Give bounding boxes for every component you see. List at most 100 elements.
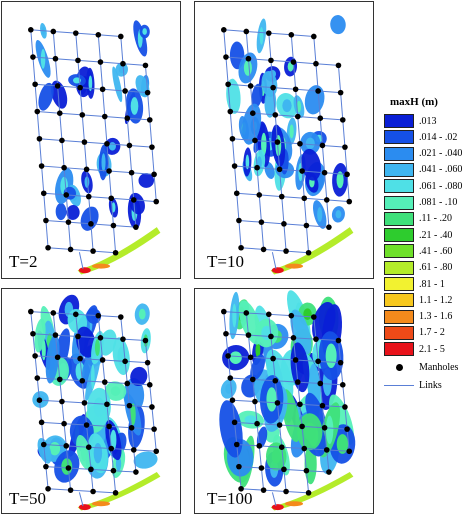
manhole (59, 137, 65, 144)
manhole (236, 463, 242, 470)
network-link (326, 199, 350, 203)
manhole-symbol (384, 361, 414, 375)
manhole (32, 81, 38, 88)
network-link (34, 84, 38, 112)
manhole (283, 248, 289, 254)
network-link (65, 194, 69, 223)
network-link (301, 170, 305, 199)
flood-area (265, 349, 294, 403)
manhole (112, 490, 119, 496)
manhole (229, 397, 236, 403)
network-link (99, 337, 104, 361)
flood-area (330, 15, 346, 35)
network-link (303, 198, 307, 226)
manhole (258, 219, 265, 225)
network-link (279, 169, 283, 197)
network-link (236, 444, 240, 467)
network-link (250, 357, 254, 380)
manhole (118, 314, 124, 320)
network-link (86, 425, 90, 448)
flood-area-core (130, 403, 136, 426)
deep-flood-spot (92, 501, 110, 507)
manhole (247, 354, 254, 361)
manhole (297, 401, 303, 408)
legend-swatch (384, 244, 414, 259)
flood-area (251, 83, 263, 108)
manhole (45, 244, 51, 251)
network-link (38, 400, 43, 423)
manhole (99, 86, 106, 93)
network-link (258, 445, 262, 469)
manhole (335, 62, 342, 69)
network-link (322, 144, 345, 148)
network-link (133, 199, 137, 228)
legend-entry-manholes: Manholes (384, 361, 458, 375)
legend-entry: 2.1 - 5 (384, 342, 445, 357)
legend-label: .021 - .040 (419, 148, 463, 160)
manhole (30, 54, 36, 60)
network-link (225, 57, 229, 85)
network-link (34, 355, 38, 379)
network-link (326, 449, 350, 452)
network-link (238, 220, 242, 248)
network-link (223, 29, 227, 58)
network-link (277, 141, 300, 145)
manhole (283, 488, 289, 495)
flood-area (301, 148, 321, 181)
flood-area-core (261, 132, 267, 156)
flood-area-core (80, 443, 87, 462)
network-link (259, 194, 282, 198)
flood-area-core (245, 154, 250, 170)
manhole (272, 377, 279, 384)
network-link (41, 165, 45, 194)
manhole (303, 222, 310, 229)
manhole (133, 224, 139, 230)
network-link (126, 118, 130, 146)
network-link (276, 402, 281, 426)
return-period-label: T=100 (207, 489, 253, 508)
network-link (293, 61, 316, 65)
manhole (346, 448, 353, 455)
manhole (266, 30, 272, 36)
legend-title: maxH (m) (390, 96, 438, 108)
network-link (43, 443, 67, 447)
manhole (290, 335, 297, 341)
manhole (346, 198, 353, 205)
flood-area (112, 66, 123, 103)
network-link (272, 87, 276, 115)
manhole (56, 376, 63, 383)
flood-area (138, 173, 155, 188)
network-link (276, 142, 281, 170)
manhole (45, 485, 51, 492)
network-link (290, 34, 294, 63)
legend-label: .061 - .080 (419, 180, 463, 192)
manhole (81, 139, 88, 145)
flood-area-core (304, 422, 316, 441)
flood-area-core (244, 415, 257, 425)
network-link (315, 338, 339, 342)
manhole (290, 59, 297, 65)
flood-map-t10 (221, 15, 354, 275)
network-link (270, 59, 294, 63)
network-link (52, 31, 56, 59)
flood-area-core (90, 364, 95, 390)
flood-area-core (325, 415, 334, 445)
network-link (131, 172, 135, 200)
manhole (43, 463, 49, 470)
manhole (106, 423, 112, 430)
flood-area-core (336, 171, 344, 189)
manhole (278, 444, 285, 450)
manhole (50, 28, 57, 35)
network-link (337, 340, 342, 363)
network-link (36, 377, 40, 401)
network-link (61, 401, 85, 404)
manhole (326, 469, 332, 475)
network-link (315, 63, 319, 91)
network-link (90, 469, 94, 492)
network-link (344, 147, 348, 175)
manhole (90, 248, 96, 254)
network-link (272, 358, 276, 381)
network-link (151, 406, 155, 430)
network-link (61, 140, 65, 168)
manhole (124, 115, 131, 122)
